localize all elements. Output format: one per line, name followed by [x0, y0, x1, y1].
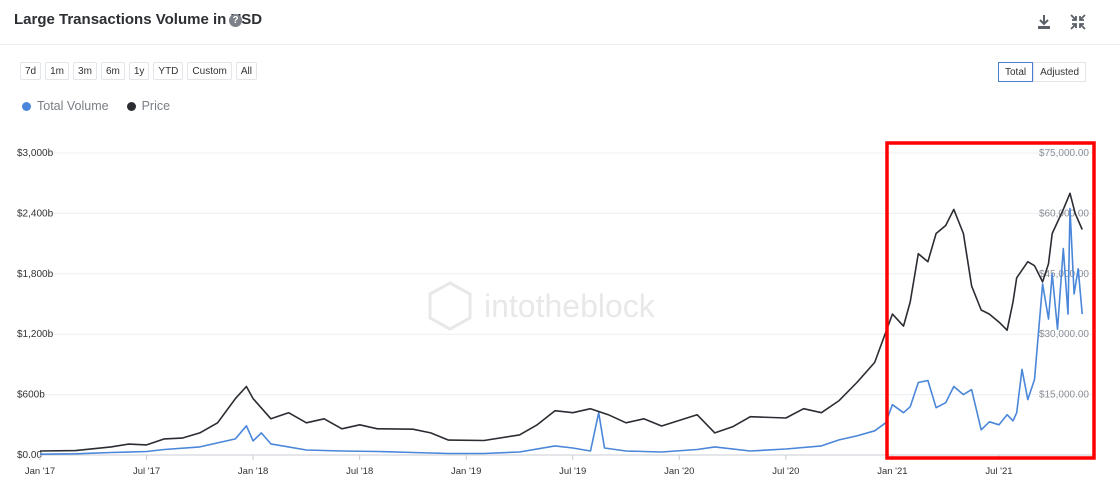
legend-label-total-volume: Total Volume: [37, 99, 109, 113]
adjusted-mode-button[interactable]: Adjusted: [1033, 62, 1087, 82]
total-mode-button[interactable]: Total: [998, 62, 1034, 82]
range-ytd-button[interactable]: YTD: [153, 62, 184, 80]
chart-header: Large Transactions Volume in USD ?: [0, 0, 1120, 45]
range-1m-button[interactable]: 1m: [45, 62, 70, 80]
range-6m-button[interactable]: 6m: [100, 62, 125, 80]
time-range-selector: 7d 1m 3m 6m 1y YTD Custom All: [20, 62, 257, 82]
range-all-button[interactable]: All: [235, 62, 257, 80]
watermark-logo-icon: [428, 281, 472, 331]
legend-dot-price: [126, 101, 136, 111]
x-tick-label: Jul '18: [346, 466, 373, 477]
legend-dot-total-volume: [22, 101, 31, 111]
highlight-box: [885, 141, 1096, 460]
y-left-tick-label: $1,200b: [17, 329, 54, 340]
range-1y-button[interactable]: 1y: [128, 62, 150, 80]
y-right-tick-label: $45,000.00: [1039, 269, 1089, 280]
x-tick-label: Jul '17: [133, 466, 160, 477]
x-tick-label: Jul '19: [559, 466, 586, 477]
legend-item-price[interactable]: Price: [126, 99, 171, 113]
download-icon[interactable]: [1034, 12, 1054, 32]
y-left-tick-label: $3,000b: [17, 148, 54, 159]
range-3m-button[interactable]: 3m: [73, 62, 97, 80]
series-line-total-volume: [39, 207, 1083, 455]
x-tick-label: Jan '18: [238, 466, 268, 477]
y-left-tick-label: $0.00: [17, 450, 42, 461]
x-tick-label: Jul '20: [772, 466, 799, 477]
chart-title: Large Transactions Volume in USD: [14, 11, 263, 28]
legend-label-price: Price: [141, 99, 171, 113]
range-7d-button[interactable]: 7d: [20, 62, 42, 80]
y-left-tick-label: $600b: [17, 390, 45, 401]
x-tick-label: Jul '21: [985, 466, 1012, 477]
x-tick-label: Jan '20: [664, 466, 694, 477]
y-right-tick-label: $60,000.00: [1039, 208, 1089, 219]
x-tick-label: Jan '19: [451, 466, 481, 477]
watermark-text: intotheblock: [484, 288, 656, 324]
x-tick-label: Jan '17: [25, 466, 55, 477]
watermark: intotheblock: [428, 281, 656, 331]
legend-item-total-volume[interactable]: Total Volume: [22, 99, 109, 113]
collapse-icon[interactable]: [1068, 12, 1088, 32]
range-custom-button[interactable]: Custom: [187, 62, 232, 80]
question-circle-icon[interactable]: ?: [229, 14, 242, 27]
y-right-tick-label: $30,000.00: [1039, 329, 1089, 340]
x-tick-label: Jan '21: [877, 466, 907, 477]
volume-mode-toggle: Total Adjusted: [998, 62, 1087, 82]
y-left-tick-label: $2,400b: [17, 208, 54, 219]
y-left-tick-label: $1,800b: [17, 269, 54, 280]
chart-legend: Total Volume Price: [22, 99, 170, 113]
series-line-price: [39, 192, 1083, 452]
y-right-tick-label: $15,000.00: [1039, 390, 1089, 401]
y-right-tick-label: $75,000.00: [1039, 148, 1089, 159]
